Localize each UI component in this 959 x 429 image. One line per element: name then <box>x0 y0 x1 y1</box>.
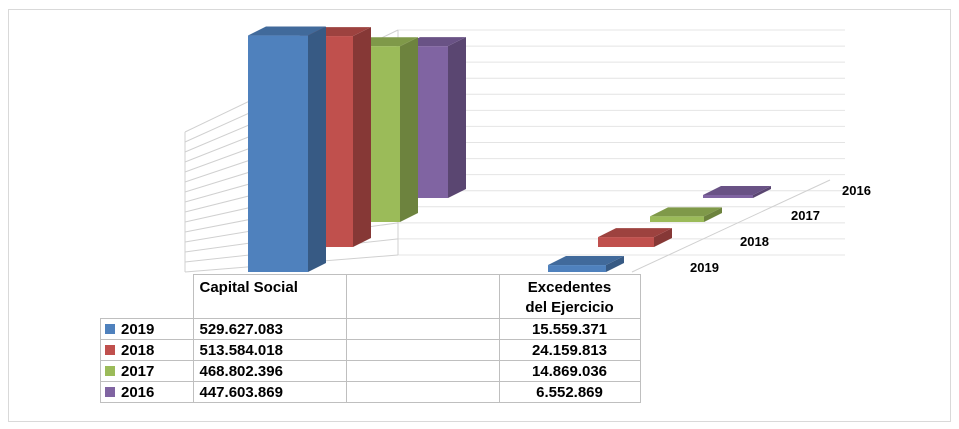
legend-swatch-2017 <box>105 365 115 376</box>
depth-label-2017: 2017 <box>791 208 820 223</box>
bar-side-2019-0 <box>308 26 326 272</box>
bar-top-2016-1 <box>703 186 771 195</box>
value-excedentes-2016: 6.552.869 <box>498 381 641 403</box>
bar-2018-1 <box>598 237 654 247</box>
bar-2019-0 <box>248 35 308 272</box>
bar-top-2018-1 <box>598 228 672 238</box>
bar-side-2016-1 <box>753 186 771 198</box>
header-capital-social: Capital Social <box>192 274 347 319</box>
bar-side-2018-0 <box>353 27 371 248</box>
value-excedentes-2019: 15.559.371 <box>498 318 641 340</box>
bar-side-2017-1 <box>704 207 722 222</box>
legend-label-2018: 2018 <box>121 341 155 359</box>
bar-top-2019-0 <box>248 26 326 36</box>
table-row: 2016 447.603.869 6.552.869 <box>100 381 641 403</box>
chart-border <box>8 9 951 422</box>
bar-2019-1 <box>548 265 606 272</box>
table-row: 2017 468.802.396 14.869.036 <box>100 360 641 382</box>
bar-2016-1 <box>703 195 753 198</box>
bar-2017-1 <box>650 216 704 222</box>
legend-label-2017: 2017 <box>121 362 155 380</box>
value-capital-2019: 529.627.083 <box>192 318 347 340</box>
legend-swatch-2019 <box>105 323 115 334</box>
table-row: 2018 513.584.018 24.159.813 <box>100 339 641 361</box>
table-row: 2019 529.627.083 15.559.371 <box>100 318 641 340</box>
data-table: Capital Social Excedentes del Ejercicio … <box>100 274 641 403</box>
value-capital-2016: 447.603.869 <box>192 381 347 403</box>
bar-top-2019-1 <box>548 256 624 266</box>
depth-label-2016: 2016 <box>842 183 871 198</box>
legend-label-2016: 2016 <box>121 383 155 401</box>
value-capital-2018: 513.584.018 <box>192 339 347 361</box>
bar-side-2016-0 <box>448 37 466 199</box>
value-capital-2017: 468.802.396 <box>192 360 347 382</box>
bar-side-2019-1 <box>606 256 624 272</box>
legend-swatch-2016 <box>105 386 115 397</box>
bar-top-2017-1 <box>650 207 722 217</box>
floor-edge <box>631 179 831 273</box>
depth-label-2019: 2019 <box>690 260 719 275</box>
depth-label-2018: 2018 <box>740 234 769 249</box>
value-excedentes-2017: 14.869.036 <box>498 360 641 382</box>
value-excedentes-2018: 24.159.813 <box>498 339 641 361</box>
table-header-row: Capital Social Excedentes del Ejercicio <box>100 274 641 319</box>
legend-swatch-2018 <box>105 344 115 355</box>
legend-label-2019: 2019 <box>121 320 155 338</box>
bar-side-2018-1 <box>654 228 672 247</box>
header-excedentes: Excedentes del Ejercicio <box>498 274 641 319</box>
bar-side-2017-0 <box>400 37 418 223</box>
